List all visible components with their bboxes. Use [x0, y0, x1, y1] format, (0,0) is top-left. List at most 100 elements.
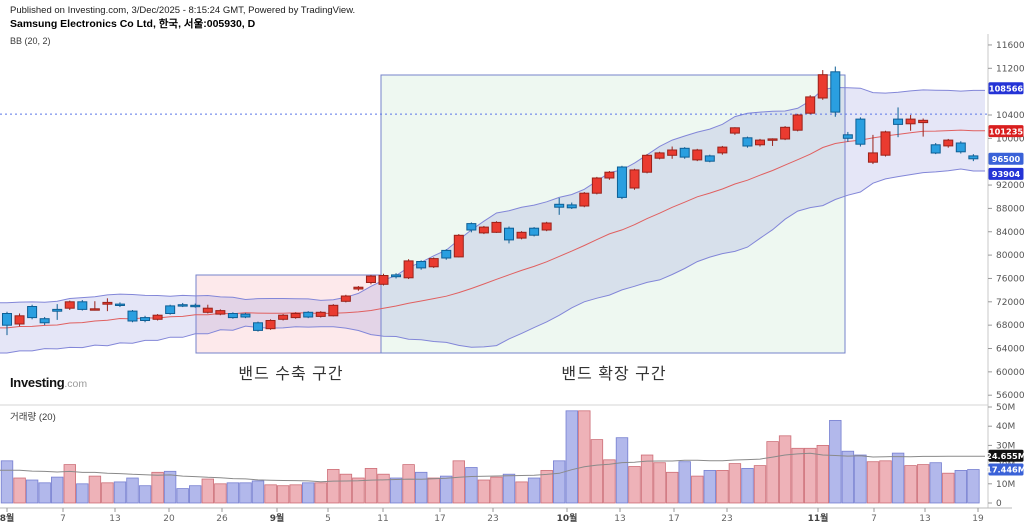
right-axis[interactable]: 56000 60000 64000 68000 72000 76000 80000 84000…: [0, 34, 1024, 509]
volume-bar: [716, 469, 729, 504]
volume-bar: [113, 481, 127, 504]
volume-bar: [239, 482, 252, 504]
volume-tick-label: 50M: [996, 403, 1015, 413]
candle-body: [943, 139, 954, 147]
zone-expansion: [380, 74, 846, 354]
candle-body: [842, 134, 853, 139]
axis-badge-value: 17.446M: [986, 465, 1024, 475]
volume-bar: [628, 466, 641, 504]
volume-bar: [163, 470, 177, 504]
candle-body: [805, 96, 816, 114]
published-info-line: Published on Investing.com, 3/Dec/2025 -…: [10, 5, 356, 16]
volume-layer[interactable]: [0, 410, 985, 504]
bb-band-fill: [0, 87, 985, 353]
candle-body: [328, 304, 339, 317]
volume-bar: [414, 471, 428, 504]
volume-bar: [377, 473, 390, 504]
axis-badge-value: 108566: [989, 84, 1023, 94]
volume-bar: [427, 477, 440, 504]
candle-body: [365, 275, 376, 284]
candle-body: [918, 119, 929, 124]
price-tick-label: 104000: [996, 111, 1024, 121]
candle-body: [340, 295, 351, 302]
volume-ma-line: [0, 452, 985, 483]
volume-bar: [590, 439, 604, 504]
candle-body: [416, 261, 427, 269]
candle-body: [215, 310, 226, 315]
time-tick-label: 13: [109, 514, 120, 524]
price-tick-label: 92000: [996, 181, 1024, 191]
candle-body: [303, 311, 314, 318]
candle-body: [893, 118, 904, 125]
time-tick-label: 26: [216, 514, 228, 524]
investing-logo: Investing.com: [10, 375, 87, 390]
volume-bar: [201, 478, 215, 504]
volume-bar: [63, 464, 77, 504]
volume-bar: [540, 469, 553, 504]
price-tick-label: 80000: [996, 251, 1024, 261]
volume-bar: [904, 465, 917, 504]
axis-badge-value: 96500: [992, 154, 1021, 164]
candle-body: [667, 149, 678, 156]
candle-body: [265, 320, 276, 330]
time-tick-label: 10월: [557, 512, 578, 524]
volume-bar: [477, 479, 491, 504]
time-tick-label: 11: [377, 514, 388, 524]
candle-body: [202, 307, 213, 313]
volume-bar: [502, 473, 516, 504]
axis-badge-value: 101235: [989, 126, 1023, 136]
volume-bar: [0, 460, 14, 504]
time-tick-label: 17: [434, 514, 445, 524]
annotation-zones-layer: [195, 74, 846, 354]
candle-body: [165, 305, 176, 314]
axis-badge: [988, 152, 1024, 165]
volume-tick-label: 10M: [996, 480, 1015, 490]
time-tick-label: 7: [60, 514, 66, 524]
volume-bar: [603, 459, 616, 504]
axis-badge-value: 24.655M: [986, 451, 1024, 461]
volume-bar: [816, 444, 830, 504]
volume-tick-label: 40M: [996, 422, 1015, 432]
volume-bar: [527, 477, 541, 504]
volume-bar: [439, 475, 453, 504]
volume-bar: [917, 464, 930, 504]
time-tick-label: 7: [871, 514, 877, 524]
candle-body: [930, 144, 941, 154]
volume-bar: [51, 476, 64, 504]
candle-body: [541, 222, 552, 231]
volume-bar: [101, 482, 114, 504]
volume-bar: [339, 473, 353, 504]
candle-body: [880, 131, 891, 156]
volume-bar: [753, 465, 767, 504]
time-tick-label: 23: [721, 514, 732, 524]
time-tick-label: 11월: [808, 512, 829, 524]
volume-indicator-label: 거래량 (20): [10, 412, 56, 423]
volume-bar: [778, 435, 792, 504]
volume-bar: [666, 471, 679, 504]
time-axis[interactable]: 8월 7 13 20 26 9월 5 11 17 23 10월 13 17 23 11월 7 13 19: [0, 508, 984, 524]
volume-bar: [88, 475, 102, 504]
axis-badge: [988, 463, 1024, 476]
volume-bar: [76, 483, 89, 504]
candle-body: [428, 258, 439, 268]
volume-bar: [251, 480, 265, 504]
candle-body: [717, 146, 728, 154]
volume-bar: [151, 471, 164, 504]
candles-layer[interactable]: [2, 66, 979, 336]
axis-badge: [988, 167, 1024, 180]
time-tick-label: 19: [972, 514, 984, 524]
volume-bar: [691, 475, 704, 504]
investing-logo-domain: .com: [64, 378, 88, 390]
volume-bar: [327, 468, 340, 504]
volume-bar: [176, 488, 189, 504]
candle-body: [642, 154, 653, 173]
volume-bar: [276, 485, 290, 504]
candle-body: [566, 204, 577, 209]
time-tick-label: 13: [614, 514, 625, 524]
candle-body: [679, 147, 690, 158]
candle-body: [579, 192, 590, 207]
candle-body: [792, 114, 803, 131]
band-expansion-label: 밴드 확장 구간: [561, 366, 667, 383]
